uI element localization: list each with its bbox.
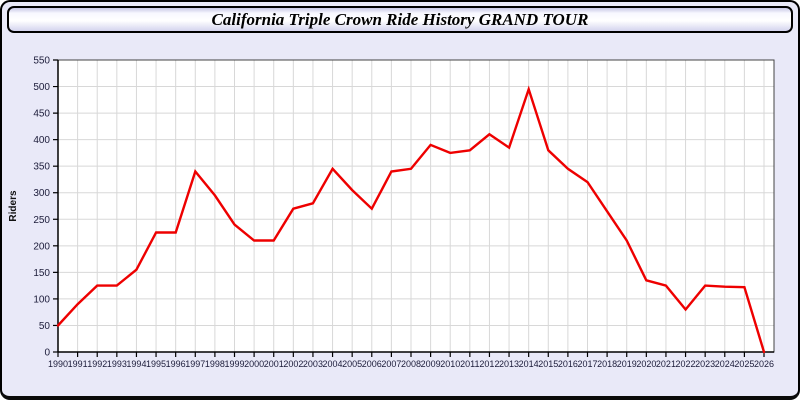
x-axis-tick-label: 1992 xyxy=(87,359,107,369)
x-axis-tick-label: 1997 xyxy=(185,359,205,369)
y-axis-tick-label: 500 xyxy=(33,82,50,93)
x-axis-tick-label: 2001 xyxy=(264,359,284,369)
plot-background xyxy=(58,60,774,352)
x-axis-tick-label: 2016 xyxy=(558,359,578,369)
x-axis-tick-label: 2006 xyxy=(362,359,382,369)
x-axis-tick-label: 2019 xyxy=(617,359,637,369)
x-axis-tick-label: 1999 xyxy=(224,359,244,369)
x-axis-tick-label: 2020 xyxy=(636,359,656,369)
x-axis-tick-label: 1996 xyxy=(166,359,186,369)
x-axis-tick-label: 2004 xyxy=(323,359,343,369)
y-axis-label: Riders xyxy=(8,190,19,222)
y-axis-tick-label: 450 xyxy=(33,109,50,120)
y-axis-tick-label: 200 xyxy=(33,241,50,252)
title-bar: California Triple Crown Ride History GRA… xyxy=(7,6,793,33)
riders-data-line xyxy=(56,85,766,354)
x-axis-tick-label: 2002 xyxy=(283,359,303,369)
x-axis-tick-label: 2021 xyxy=(656,359,676,369)
x-axis-tick-label: 1993 xyxy=(107,359,127,369)
x-axis-tick-label: 2018 xyxy=(597,359,617,369)
y-axis-tick-label: 100 xyxy=(33,294,50,305)
x-axis-tick-label: 2026 xyxy=(754,359,774,369)
y-axis-tick-label: 300 xyxy=(33,188,50,199)
x-axis-tick-label: 1994 xyxy=(126,359,146,369)
x-axis-tick-label: 1998 xyxy=(205,359,225,369)
x-axis-tick-label: 1991 xyxy=(68,359,88,369)
x-axis-tick-label: 2023 xyxy=(695,359,715,369)
x-axis-tick-label: 2005 xyxy=(342,359,362,369)
x-axis-tick-label: 2000 xyxy=(244,359,264,369)
y-axis-tick-label: 400 xyxy=(33,135,50,146)
x-axis-tick-label: 2007 xyxy=(381,359,401,369)
x-axis-tick-label: 2017 xyxy=(577,359,597,369)
x-axis-tick-label: 2025 xyxy=(734,359,754,369)
x-axis-tick-label: 2024 xyxy=(715,359,735,369)
y-axis-tick-label: 350 xyxy=(33,162,50,173)
x-axis-tick-label: 2008 xyxy=(401,359,421,369)
x-axis-tick-label: 2010 xyxy=(440,359,460,369)
x-axis-tick-label: 2022 xyxy=(676,359,696,369)
x-axis-tick-label: 1995 xyxy=(146,359,166,369)
x-axis-tick-label: 2011 xyxy=(460,359,479,369)
x-axis-tick-label: 1990 xyxy=(48,359,68,369)
x-axis-tick-label: 2009 xyxy=(421,359,441,369)
y-axis-tick-label: 150 xyxy=(33,268,50,279)
x-axis-tick-label: 2014 xyxy=(519,359,539,369)
x-axis-tick-label: 2012 xyxy=(479,359,499,369)
y-axis-tick-label: 250 xyxy=(33,215,50,226)
x-axis-tick-label: 2013 xyxy=(499,359,519,369)
y-axis-tick-label: 50 xyxy=(39,321,51,332)
y-axis-tick-label: 0 xyxy=(44,348,50,359)
y-axis-tick-label: 550 xyxy=(33,56,50,67)
x-axis-tick-label: 2015 xyxy=(538,359,558,369)
chart-area: 0 50 100 150 200 250 300 350 400 450 500 550 1990 199… xyxy=(2,38,798,394)
chart-title: California Triple Crown Ride History GRA… xyxy=(211,9,589,29)
x-axis-tick-label: 2003 xyxy=(303,359,323,369)
